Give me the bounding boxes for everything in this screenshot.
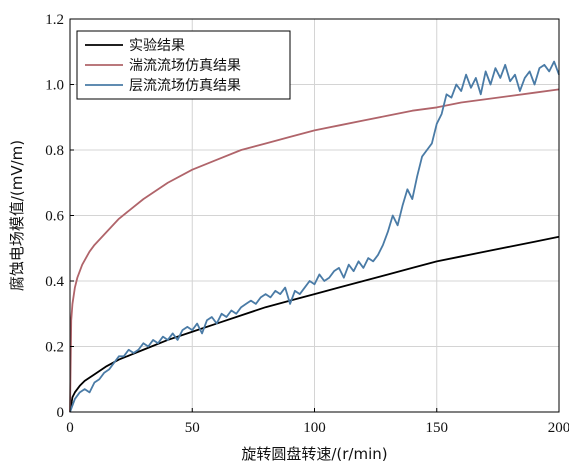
series-layer xyxy=(69,60,560,413)
x-tick-label: 0 xyxy=(66,420,74,436)
legend-label-experiment: 实验结果 xyxy=(129,38,185,54)
series-line-experiment xyxy=(69,235,560,413)
series-line-turbulent xyxy=(69,88,560,413)
series-line-laminar xyxy=(69,60,560,413)
x-tick-label: 200 xyxy=(548,420,569,436)
legend-label-turbulent: 湍流流场仿真结果 xyxy=(129,58,241,74)
y-tick-label: 0.2 xyxy=(45,340,64,356)
y-tick-label: 0.8 xyxy=(45,143,64,159)
y-tick-label: 1.2 xyxy=(45,12,64,28)
legend: 实验结果 湍流流场仿真结果 层流流场仿真结果 xyxy=(76,30,291,100)
x-tick-label: 100 xyxy=(303,420,326,436)
x-tick-label: 50 xyxy=(185,420,200,436)
y-tick-label: 0.4 xyxy=(45,274,64,290)
y-tick-label: 0.6 xyxy=(45,209,64,225)
x-axis-title: 旋转圆盘转速/(r/min) xyxy=(241,445,387,463)
y-axis-title: 腐蚀电场模值/(mV/m) xyxy=(8,140,26,291)
y-tick-label: 1.0 xyxy=(45,78,64,94)
ticks: 0 50 100 150 200 0 0.2 0.4 0.6 0.8 1.0 1.2 xyxy=(45,12,569,436)
x-tick-label: 150 xyxy=(426,420,449,436)
legend-label-laminar: 层流流场仿真结果 xyxy=(129,78,241,94)
plot-frame xyxy=(69,18,560,413)
y-tick-label: 0 xyxy=(57,405,65,421)
